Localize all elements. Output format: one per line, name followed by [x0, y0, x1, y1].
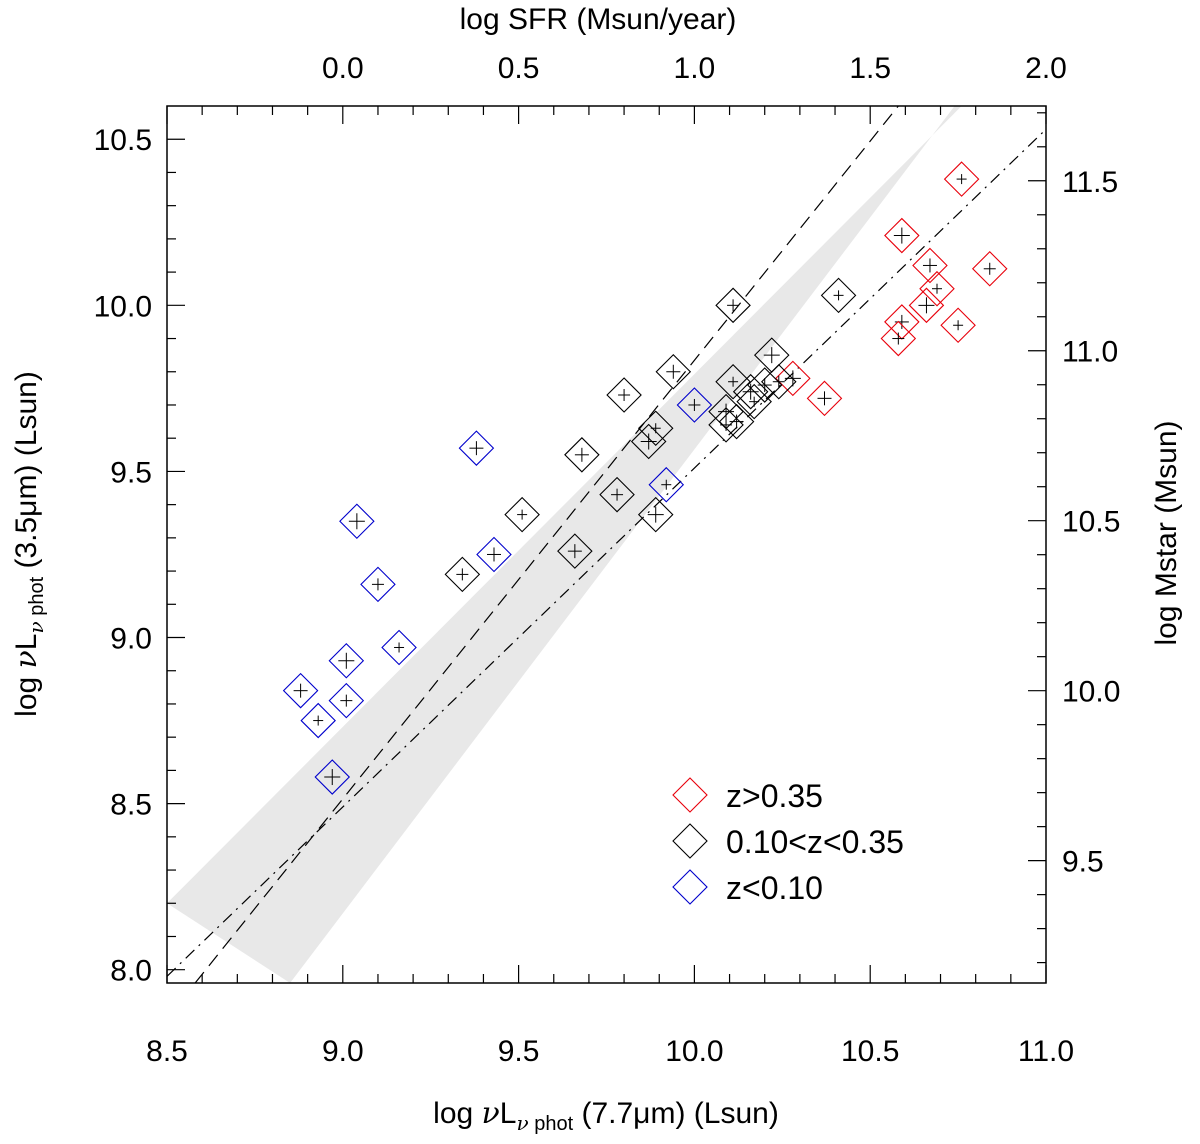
- top-axis-label: log SFR (Msun/year): [460, 3, 737, 36]
- plot-frame: [166, 105, 1047, 984]
- data-point: [736, 383, 772, 420]
- y-tick-label: 10.0: [94, 290, 152, 323]
- data-point: [940, 307, 976, 344]
- data-point: [971, 250, 1008, 287]
- data-point: [806, 380, 843, 417]
- x-axis-label: log νLν phot (7.7μm) (Lsun): [433, 1096, 779, 1135]
- y-tick-label: 9.5: [110, 456, 152, 489]
- data-point: [360, 566, 396, 603]
- data-point: [884, 217, 920, 254]
- legend-label: z>0.35: [726, 778, 823, 814]
- y-tick-label: 9.0: [110, 623, 152, 656]
- data-point: [458, 430, 495, 466]
- right-tick-label: 11.5: [1062, 166, 1118, 199]
- data-point: [919, 270, 955, 307]
- data-markers: [282, 161, 1008, 795]
- plot-area: [167, 106, 1046, 983]
- data-point: [300, 702, 336, 739]
- x-tick-label: 11.0: [1018, 1035, 1074, 1068]
- data-point: [820, 277, 857, 314]
- legend-marker: [672, 823, 708, 859]
- legend-label: z<0.10: [726, 870, 823, 906]
- legend-label: 0.10<z<0.35: [726, 824, 904, 860]
- legend-marker: [672, 777, 708, 813]
- y-tick-label: 10.5: [94, 124, 152, 157]
- data-point: [908, 287, 945, 324]
- data-point: [564, 437, 600, 473]
- data-point: [715, 363, 751, 400]
- data-point: [599, 476, 635, 513]
- y-axis-label: log νLν phot (3.5μm) (Lsun): [9, 371, 48, 717]
- data-point: [314, 759, 351, 795]
- top-tick-label: 0.5: [498, 52, 540, 85]
- top-tick-label: 0.0: [322, 52, 364, 85]
- data-point: [606, 377, 642, 413]
- top-tick-label: 1.0: [674, 52, 716, 85]
- data-point: [880, 320, 917, 357]
- data-point: [761, 363, 797, 400]
- data-point: [637, 496, 674, 533]
- x-tick-label: 9.5: [498, 1035, 540, 1068]
- right-tick-label: 9.5: [1062, 846, 1104, 879]
- right-tick-label: 11.0: [1062, 336, 1118, 369]
- data-point: [476, 536, 512, 573]
- legend-item: z<0.10: [672, 869, 823, 906]
- data-point: [328, 642, 365, 679]
- data-point: [708, 407, 744, 443]
- data-point: [282, 672, 319, 709]
- right-tick-label: 10.5: [1062, 506, 1120, 539]
- right-axis-label: log Mstar (Msun): [1150, 420, 1183, 645]
- data-point: [718, 403, 755, 440]
- data-point: [339, 503, 375, 540]
- legend-item: z>0.35: [672, 777, 823, 814]
- x-tick-label: 10.5: [841, 1035, 899, 1068]
- data-point: [328, 682, 365, 719]
- data-point: [655, 353, 692, 390]
- y-tick-label: 8.5: [110, 789, 152, 822]
- data-point: [444, 556, 481, 593]
- dash-dot-line: [167, 128, 1046, 977]
- data-point: [676, 387, 713, 423]
- legend: z>0.35 0.10<z<0.35 z<0.10: [672, 777, 904, 906]
- data-point: [630, 423, 667, 460]
- x-tick-label: 8.5: [146, 1035, 188, 1068]
- data-point: [943, 161, 980, 197]
- top-tick-label: 2.0: [1025, 52, 1067, 85]
- data-point: [504, 496, 540, 533]
- legend-item: 0.10<z<0.35: [672, 823, 904, 860]
- data-point: [732, 373, 769, 410]
- data-point: [381, 629, 417, 666]
- legend-marker: [672, 869, 708, 905]
- data-point: [648, 466, 685, 503]
- axis-ticks: 8.5 9.0 9.5 10.0 10.5 11.0 0.0 0.5 1.0 1.5 2.0 8.0 8…: [94, 52, 1121, 1068]
- top-tick-label: 1.5: [849, 52, 891, 85]
- data-point: [557, 533, 593, 569]
- data-point: [715, 287, 751, 324]
- x-tick-label: 9.0: [322, 1035, 364, 1068]
- right-tick-label: 10.0: [1062, 676, 1120, 709]
- y-tick-label: 8.0: [110, 955, 152, 988]
- data-point: [912, 247, 948, 284]
- x-tick-label: 10.0: [665, 1035, 723, 1068]
